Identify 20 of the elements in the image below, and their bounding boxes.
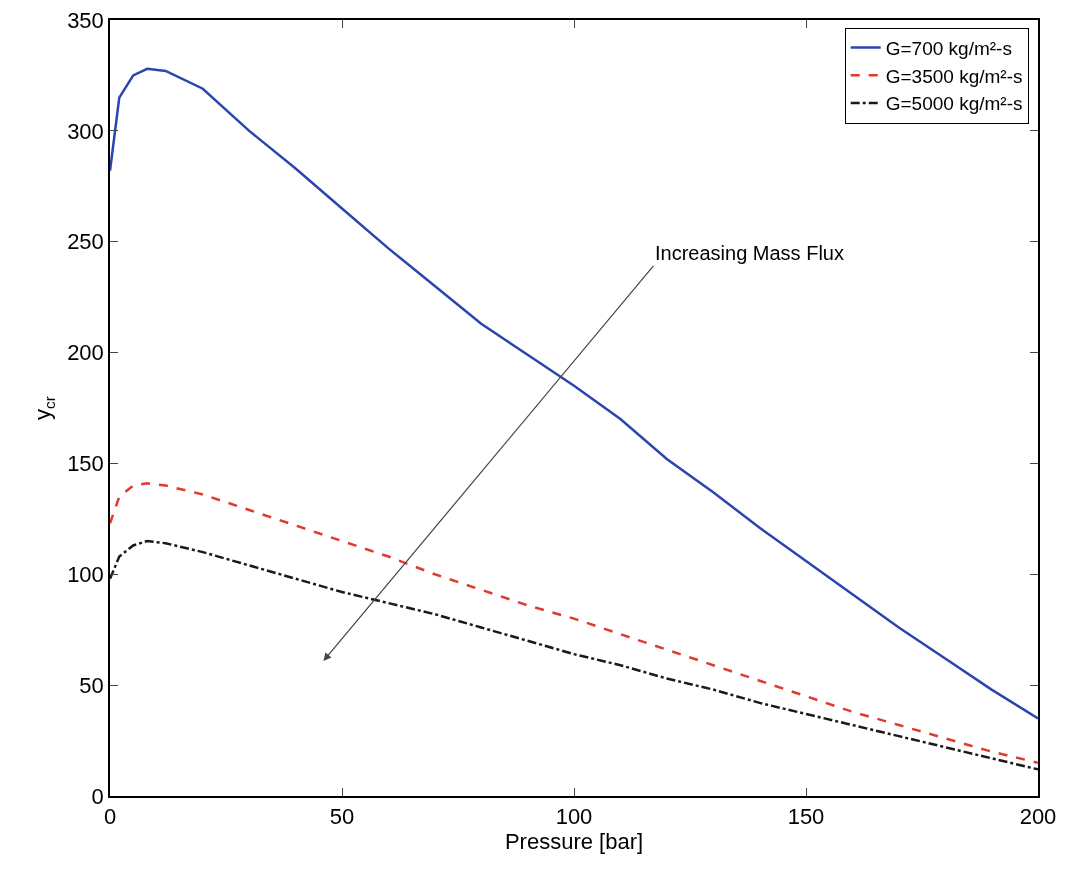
annotation: Increasing Mass Flux: [655, 242, 844, 264]
y-tick-label: 200: [67, 340, 104, 366]
x-tick-label: 200: [1019, 804, 1057, 830]
x-tick-label: 150: [787, 804, 825, 830]
legend-label: G=3500 kg/m²-s: [885, 65, 1023, 87]
legend-label: G=5000 kg/m²-s: [885, 93, 1023, 115]
y-tick-label: 350: [67, 7, 104, 33]
line-series: [110, 67, 1038, 720]
x-tick-label: 50: [329, 804, 355, 830]
y-tick-label: 0: [91, 783, 104, 809]
legend-label: G=700 kg/m²-s: [885, 38, 1012, 60]
y-tick-label: 250: [67, 229, 104, 255]
x-axis-title: Pressure [bar]: [504, 829, 644, 855]
y-tick-label: 50: [79, 672, 104, 698]
y-tick-label: 150: [67, 451, 104, 477]
y-tick-label: 100: [67, 561, 104, 587]
line-series: [110, 539, 1038, 771]
y-tick-label: 300: [67, 118, 104, 144]
line-series: [110, 482, 1038, 764]
x-tick-label: 100: [555, 804, 593, 830]
